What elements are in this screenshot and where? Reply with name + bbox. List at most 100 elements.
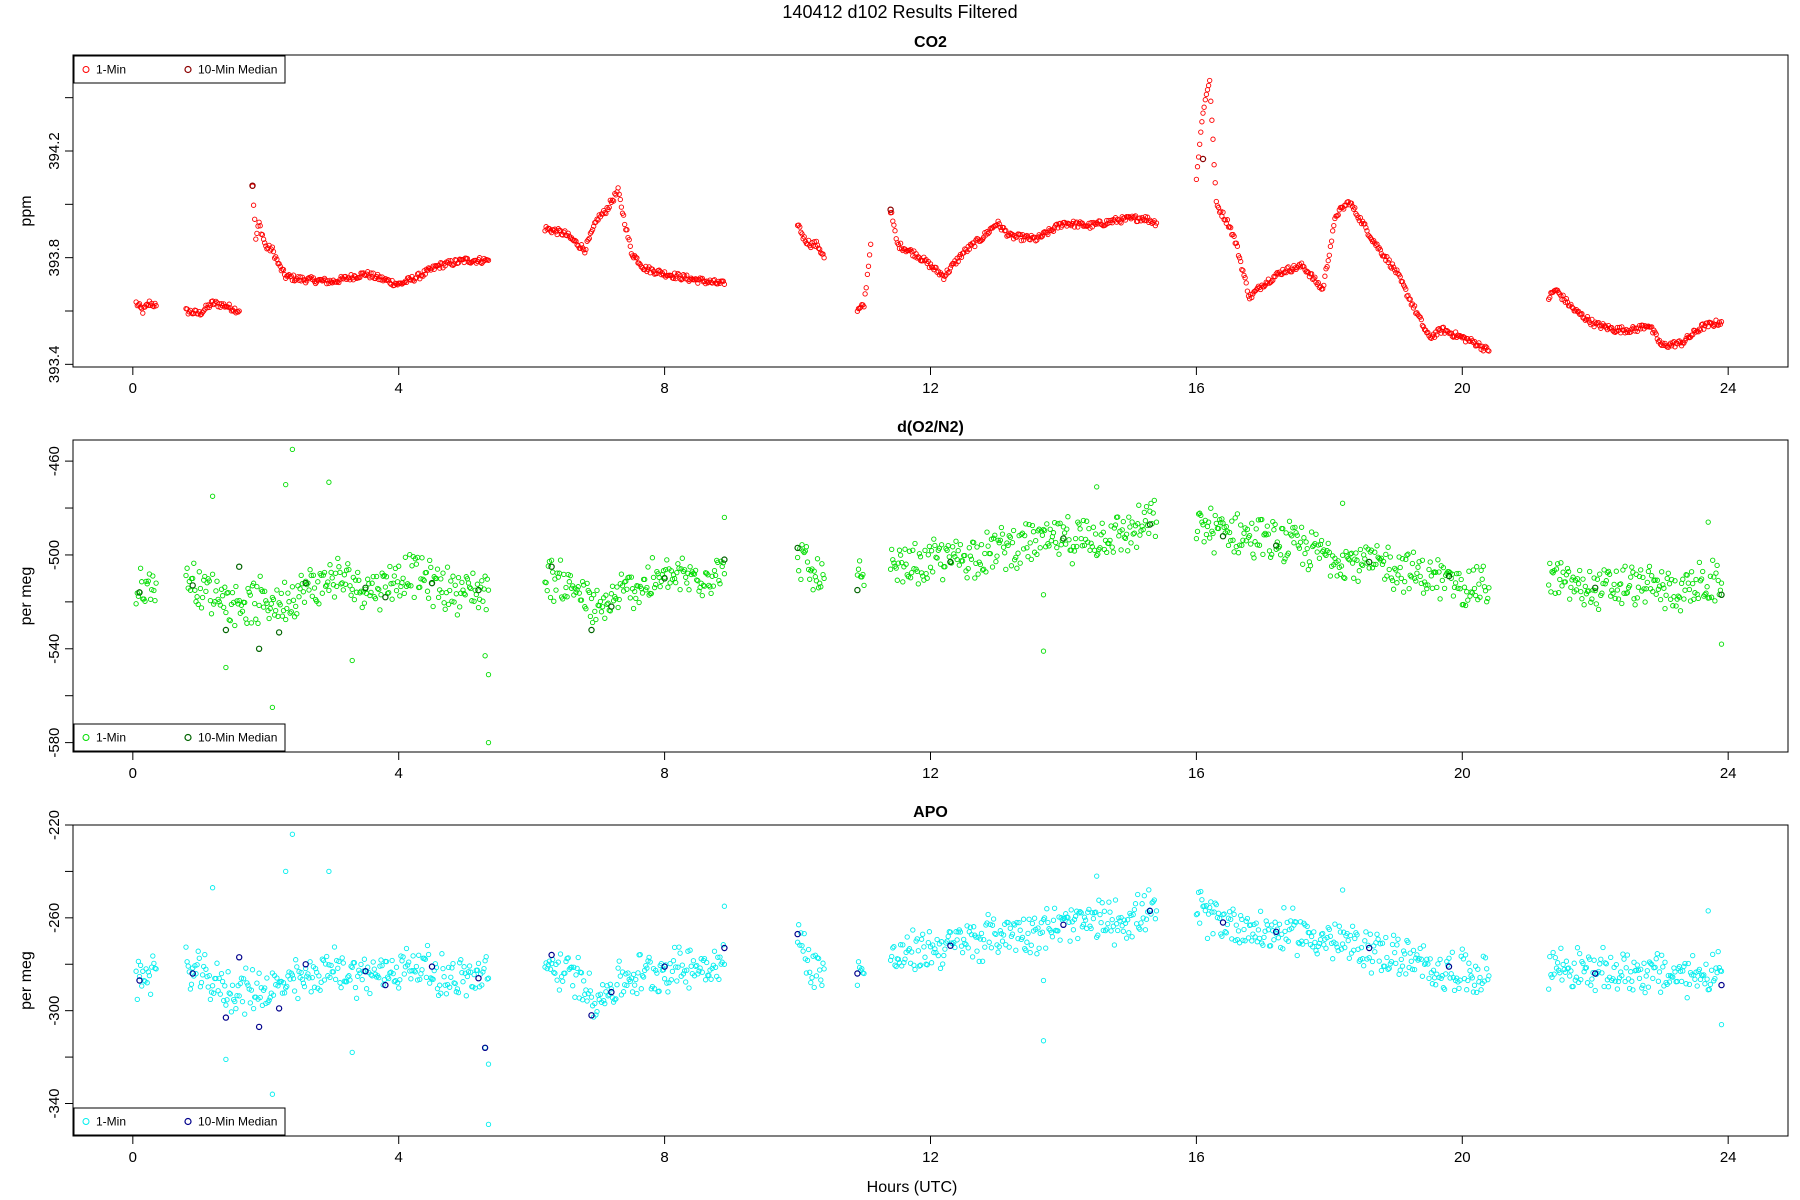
data-point: [420, 576, 426, 582]
data-point: [1267, 943, 1274, 949]
data-point: [1130, 531, 1136, 537]
data-point: [1315, 542, 1321, 548]
data-point: [363, 986, 370, 992]
data-point: [1655, 978, 1662, 984]
data-point: [195, 601, 201, 608]
data-point: [1630, 987, 1636, 993]
data-point: [214, 960, 220, 966]
data-point: [630, 605, 637, 612]
data-point: [1234, 511, 1241, 517]
data-point: [1458, 576, 1464, 583]
data-point: [223, 1002, 229, 1008]
x-tick-label: 20: [1454, 765, 1471, 782]
data-point: [408, 583, 414, 589]
data-point: [1708, 594, 1715, 600]
data-point: [428, 564, 434, 571]
data-point: [1201, 903, 1207, 909]
data-point: [266, 615, 272, 622]
data-point: [1286, 518, 1293, 524]
data-point: [1440, 985, 1447, 991]
data-point: [1086, 906, 1092, 913]
data-point: [1013, 947, 1019, 953]
data-point: [709, 573, 715, 579]
data-point: [589, 226, 596, 233]
data-point: [1236, 542, 1243, 548]
data-point: [591, 223, 597, 229]
data-point: [1356, 568, 1362, 574]
data-point: [329, 575, 335, 581]
data-point: [627, 243, 633, 249]
data-point: [1615, 596, 1622, 602]
data-point: [1332, 921, 1338, 927]
data-point: [1620, 951, 1626, 957]
data-point: [1285, 550, 1291, 556]
data-point: [1477, 594, 1483, 600]
data-point: [232, 622, 238, 629]
data-point: [1355, 215, 1361, 221]
median-point: [661, 575, 668, 582]
data-point: [951, 551, 957, 557]
data-point: [966, 246, 972, 252]
data-point: [401, 279, 407, 286]
data-point: [1482, 955, 1489, 961]
median-point: [475, 586, 482, 594]
data-point: [1425, 329, 1431, 336]
data-point: [1437, 596, 1443, 602]
data-point: [633, 254, 639, 260]
data-point-outlier: [1718, 641, 1725, 647]
x-tick-label: 16: [1188, 765, 1205, 782]
data-point: [1547, 294, 1553, 301]
data-point: [677, 276, 683, 282]
data-point: [1567, 596, 1573, 602]
data-point: [891, 943, 897, 950]
data-point: [336, 958, 342, 965]
data-point: [548, 557, 555, 563]
data-point: [1217, 516, 1223, 523]
data-point: [1611, 581, 1617, 588]
data-point: [1718, 580, 1725, 586]
data-point: [1485, 595, 1491, 602]
data-point: [1220, 209, 1226, 215]
data-point: [1614, 986, 1621, 992]
data-point: [582, 250, 588, 256]
data-point: [1314, 951, 1320, 957]
data-point: [1202, 907, 1208, 914]
data-point: [986, 229, 992, 235]
data-point: [1251, 555, 1257, 561]
data-point: [1081, 914, 1088, 920]
data-point: [361, 600, 368, 606]
data-point: [1404, 552, 1410, 558]
data-point: [1265, 531, 1272, 537]
data-point: [964, 923, 970, 929]
data-point: [1707, 573, 1714, 579]
data-point: [1433, 982, 1439, 988]
data-point: [422, 956, 428, 962]
data-point: [1390, 586, 1397, 592]
data-point: [897, 240, 904, 246]
series-10-min-median: [136, 907, 1725, 1052]
data-point: [196, 569, 202, 575]
data-point: [594, 587, 600, 594]
data-point: [1450, 593, 1457, 599]
data-point: [681, 273, 688, 279]
data-point: [419, 272, 425, 278]
data-point: [475, 960, 482, 967]
data-point: [609, 583, 616, 589]
data-point: [1033, 238, 1039, 244]
data-point: [715, 559, 721, 566]
data-point: [813, 973, 820, 979]
data-point: [151, 960, 157, 967]
data-point: [424, 588, 431, 594]
data-point: [1320, 930, 1326, 937]
data-point: [247, 1000, 253, 1006]
data-point: [990, 916, 997, 922]
data-point: [1007, 534, 1013, 540]
data-point: [1602, 581, 1608, 587]
data-point: [1092, 909, 1099, 915]
data-point: [342, 581, 349, 587]
data-point: [665, 584, 671, 590]
data-point: [193, 971, 199, 977]
legend-box: [73, 1107, 286, 1136]
data-point: [573, 238, 579, 244]
data-point: [576, 590, 582, 596]
